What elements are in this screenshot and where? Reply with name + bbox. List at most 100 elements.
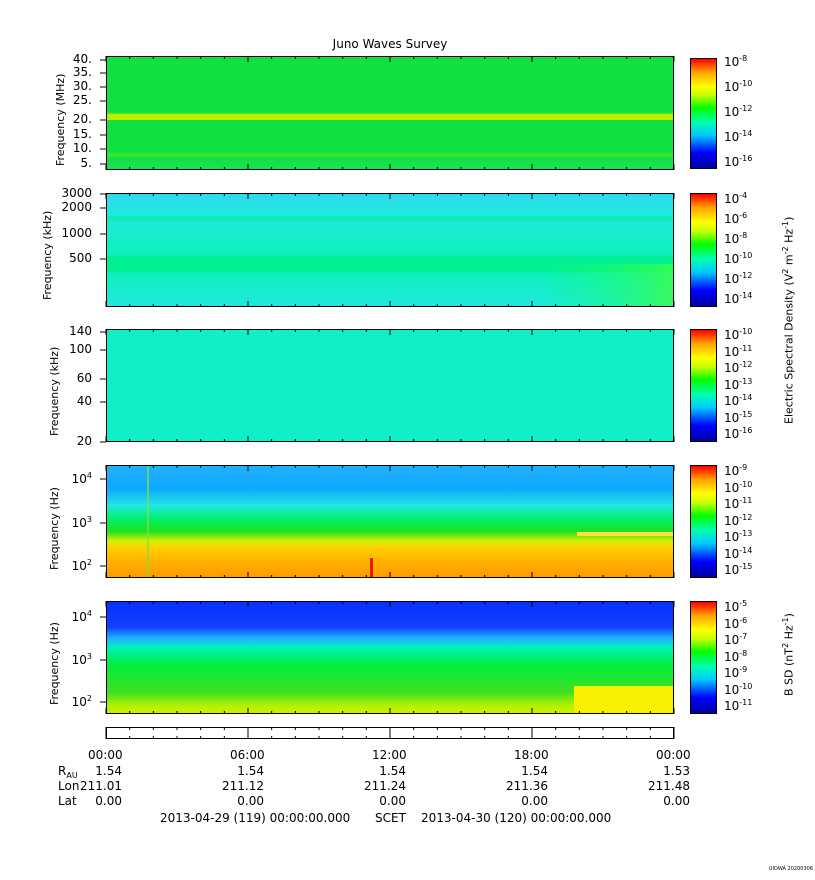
spectrogram-mf-khz	[107, 194, 673, 306]
colorbar-panel-5	[690, 601, 717, 714]
y-tick-label: 104	[71, 471, 92, 486]
colorbar-tick-label: 10-8	[724, 231, 748, 246]
ephemeris-value: 0.00	[663, 794, 690, 808]
time-tick-label: 00:00	[88, 748, 123, 762]
colorbar-tick-label: 10-15	[724, 409, 753, 425]
colorbar-tick-label: 10-12	[724, 360, 753, 375]
colorbar-tick-label: 10-14	[724, 129, 753, 144]
y-tick-label: 20	[76, 434, 92, 448]
ephemeris-value: 211.24	[364, 779, 406, 793]
ephemeris-row-label: Lon	[58, 779, 80, 793]
colorbar-tick-label: 10-10	[724, 327, 753, 342]
colorbar-tick-label: 10-6	[724, 615, 748, 631]
colorbar-panel-1	[690, 58, 717, 169]
spectrogram-lf-khz	[107, 330, 673, 441]
spectrogram-fill	[107, 57, 673, 169]
ephemeris-row-label: Lat	[58, 794, 77, 808]
y-tick-label: 35.	[72, 65, 92, 79]
colorbar-tick-label: 10-10	[724, 681, 753, 697]
colorbar-tick-label: 10-12	[724, 271, 753, 286]
scet-label: SCET	[375, 811, 406, 825]
time-tick-label: 18:00	[514, 748, 549, 762]
spectrogram-hf-mhz	[107, 57, 673, 169]
y-tick-label: 1000	[61, 226, 92, 240]
y-tick-label: 15.	[72, 127, 92, 141]
y-tick-label: 60	[76, 371, 92, 385]
colorbar-tick-label: 10-10	[724, 479, 753, 495]
colorbar-tick-label: 10-13	[724, 529, 753, 544]
colorbar-tick-label: 10-14	[724, 393, 753, 408]
y-tick-label: 500	[69, 251, 92, 265]
colorbar-panel-2	[690, 193, 717, 307]
y-tick-label: 102	[71, 694, 92, 709]
ephemeris-value: 1.54	[95, 764, 122, 778]
colorbar-tick-label: 10-13	[724, 376, 753, 392]
ephemeris-value: 1.53	[663, 764, 690, 778]
time-tick-label: 06:00	[230, 748, 265, 762]
spectrogram-fill	[107, 466, 673, 577]
colorbar-tick-label: 10-11	[724, 496, 753, 511]
colorbar-tick-label: 10-7	[724, 632, 748, 647]
colorbar-tick-label: 10-11	[724, 343, 753, 359]
colorbar-tick-label: 10-12	[724, 512, 753, 528]
vertical-burst-line	[147, 466, 149, 577]
y-tick-label: 20.	[72, 112, 92, 126]
colorbar-panel-3	[690, 329, 717, 442]
y-tick-label: 103	[71, 515, 92, 530]
colorbar-tick-label: 10-4	[724, 191, 748, 206]
y-tick-label: 25.	[72, 93, 92, 107]
y-tick-label: 104	[71, 609, 92, 624]
colorbar-tick-label: 10-8	[724, 54, 748, 69]
colorbar-tick-label: 10-6	[724, 211, 748, 226]
colorbar-tick-label: 10-12	[724, 104, 753, 119]
colorbar-panel-4	[690, 465, 717, 578]
colorbar-tick-label: 10-15	[724, 562, 753, 577]
chart-title: Juno Waves Survey	[332, 37, 448, 51]
y-tick-label: 102	[71, 558, 92, 573]
y-tick-label: 40.	[72, 52, 92, 66]
colorbar-tick-label: 10-16	[724, 154, 753, 169]
y-tick-label: 40	[76, 394, 92, 408]
red-burst-mark	[370, 558, 373, 577]
ephemeris-row-label: RAU	[58, 764, 78, 780]
y-tick-label: 5.	[80, 156, 92, 170]
emission-block-late	[574, 686, 673, 713]
ephemeris-value: 1.54	[379, 764, 406, 778]
ephemeris-value: 211.36	[506, 779, 548, 793]
y-tick-label: 103	[71, 652, 92, 667]
ephemeris-value: 1.54	[521, 764, 548, 778]
ephemeris-value: 0.00	[237, 794, 264, 808]
colorbar-tick-label: 10-10	[724, 79, 753, 94]
time-tick-label: 12:00	[372, 748, 407, 762]
y-tick-label: 140	[69, 324, 92, 338]
colorbar-tick-label: 10-14	[724, 291, 753, 306]
colorbar-tick-label: 10-8	[724, 648, 748, 664]
panel-mf-khz-spectrogram	[106, 193, 674, 307]
emission-line-550hz	[577, 532, 673, 536]
time-tick-label: 00:00	[656, 748, 691, 762]
ephemeris-value: 211.01	[80, 779, 122, 793]
colorbar-tick-label: 10-14	[724, 545, 753, 561]
colorbar-tick-label: 10-9	[724, 463, 748, 478]
colorbar-tick-label: 10-16	[724, 426, 753, 441]
start-time: 2013-04-29 (119) 00:00:00.000	[160, 811, 351, 825]
emission-rise-right	[107, 264, 673, 306]
ephemeris-value: 0.00	[379, 794, 406, 808]
ephemeris-value: 0.00	[521, 794, 548, 808]
ephemeris-value: 1.54	[237, 764, 264, 778]
ephemeris-value: 211.48	[648, 779, 690, 793]
y-tick-label: 3000	[61, 186, 92, 200]
uiowa-stamp: UIOWA 20200306	[768, 866, 813, 872]
spectrogram-fill	[107, 330, 673, 441]
panel-hf-mhz-spectrogram	[106, 56, 674, 170]
y-tick-label: 30.	[72, 79, 92, 93]
ephemeris-value: 211.12	[222, 779, 264, 793]
emission-band-21mhz	[107, 114, 673, 120]
colorbar-tick-label: 10-11	[724, 698, 753, 713]
colorbar-tick-label: 10-5	[724, 599, 748, 614]
spectrogram-vlf-b	[107, 602, 673, 713]
y-tick-label: 100	[69, 342, 92, 356]
y-tick-label: 2000	[61, 200, 92, 214]
ephemeris-value: 0.00	[95, 794, 122, 808]
